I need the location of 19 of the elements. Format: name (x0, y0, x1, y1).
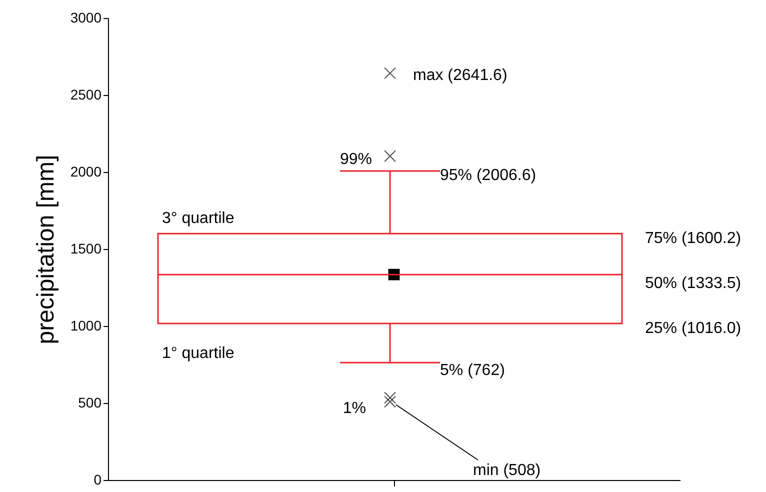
annotation: max (2641.6) (413, 67, 508, 84)
y-tick-label: 2000 (70, 164, 102, 180)
annotation: 1° quartile (162, 345, 234, 362)
text: 25% (1016.0) (645, 320, 742, 337)
annotation: 5% (762) (440, 362, 505, 379)
annotation: min (508) (473, 462, 541, 479)
y-tick-label: 0 (94, 472, 102, 488)
annotation: 1% (342, 400, 366, 417)
text: 50% (1333.5) (645, 275, 742, 292)
y-tick-label: 500 (78, 394, 102, 410)
y-tick-label: 2500 (70, 86, 102, 102)
y-tick-label: 1500 (70, 240, 102, 256)
y-axis-title: precipitation [mm] (32, 154, 60, 344)
text: 75% (1600.2) (645, 230, 742, 247)
y-tick-label: 3000 (70, 10, 102, 26)
annotation: 3° quartile (162, 210, 234, 227)
y-tick-label: 1000 (70, 318, 102, 334)
annotation: 99% (340, 151, 372, 168)
annotation: 95% (2006.6) (440, 167, 536, 184)
